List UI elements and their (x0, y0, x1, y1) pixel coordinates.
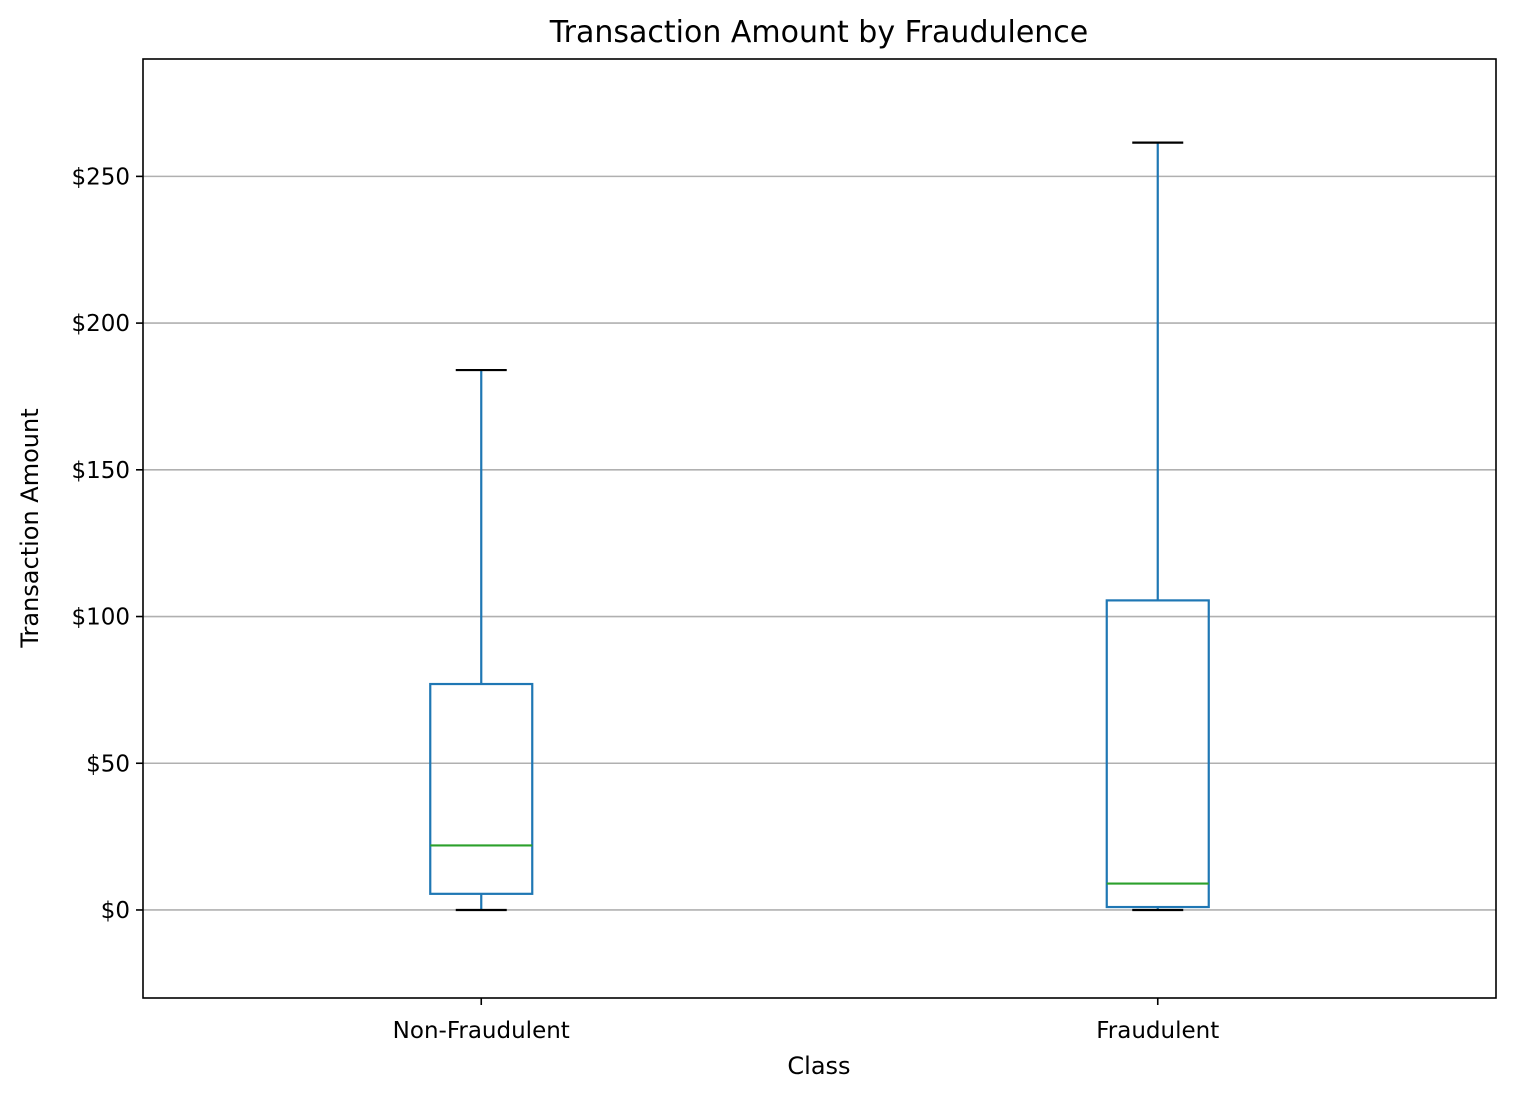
y-tick-label: $250 (71, 164, 130, 190)
y-tick-label: $0 (101, 898, 130, 924)
box-fraudulent (1105, 141, 1210, 912)
grid-lines (143, 175, 1496, 911)
y-tick-label: $150 (71, 458, 130, 484)
x-axis-ticks: Non-Fraudulent Fraudulent (393, 998, 1219, 1044)
iqr-box (429, 682, 534, 895)
plot-area-frame (142, 58, 1497, 999)
box-non-fraudulent (429, 368, 534, 912)
y-tick-label: $50 (86, 751, 130, 777)
y-tick-label: $200 (71, 311, 130, 337)
boxes (429, 141, 1210, 912)
y-axis-label: Transaction Amount (16, 408, 44, 648)
x-axis-label: Class (787, 1052, 850, 1080)
y-axis-ticks: $0 $50 $100 $150 $200 $250 (71, 164, 143, 924)
y-tick-label: $100 (71, 605, 130, 631)
x-tick-label: Non-Fraudulent (393, 1018, 570, 1044)
x-tick-label: Fraudulent (1096, 1018, 1219, 1044)
iqr-box (1105, 599, 1210, 909)
chart-title: Transaction Amount by Fraudulence (549, 15, 1089, 50)
